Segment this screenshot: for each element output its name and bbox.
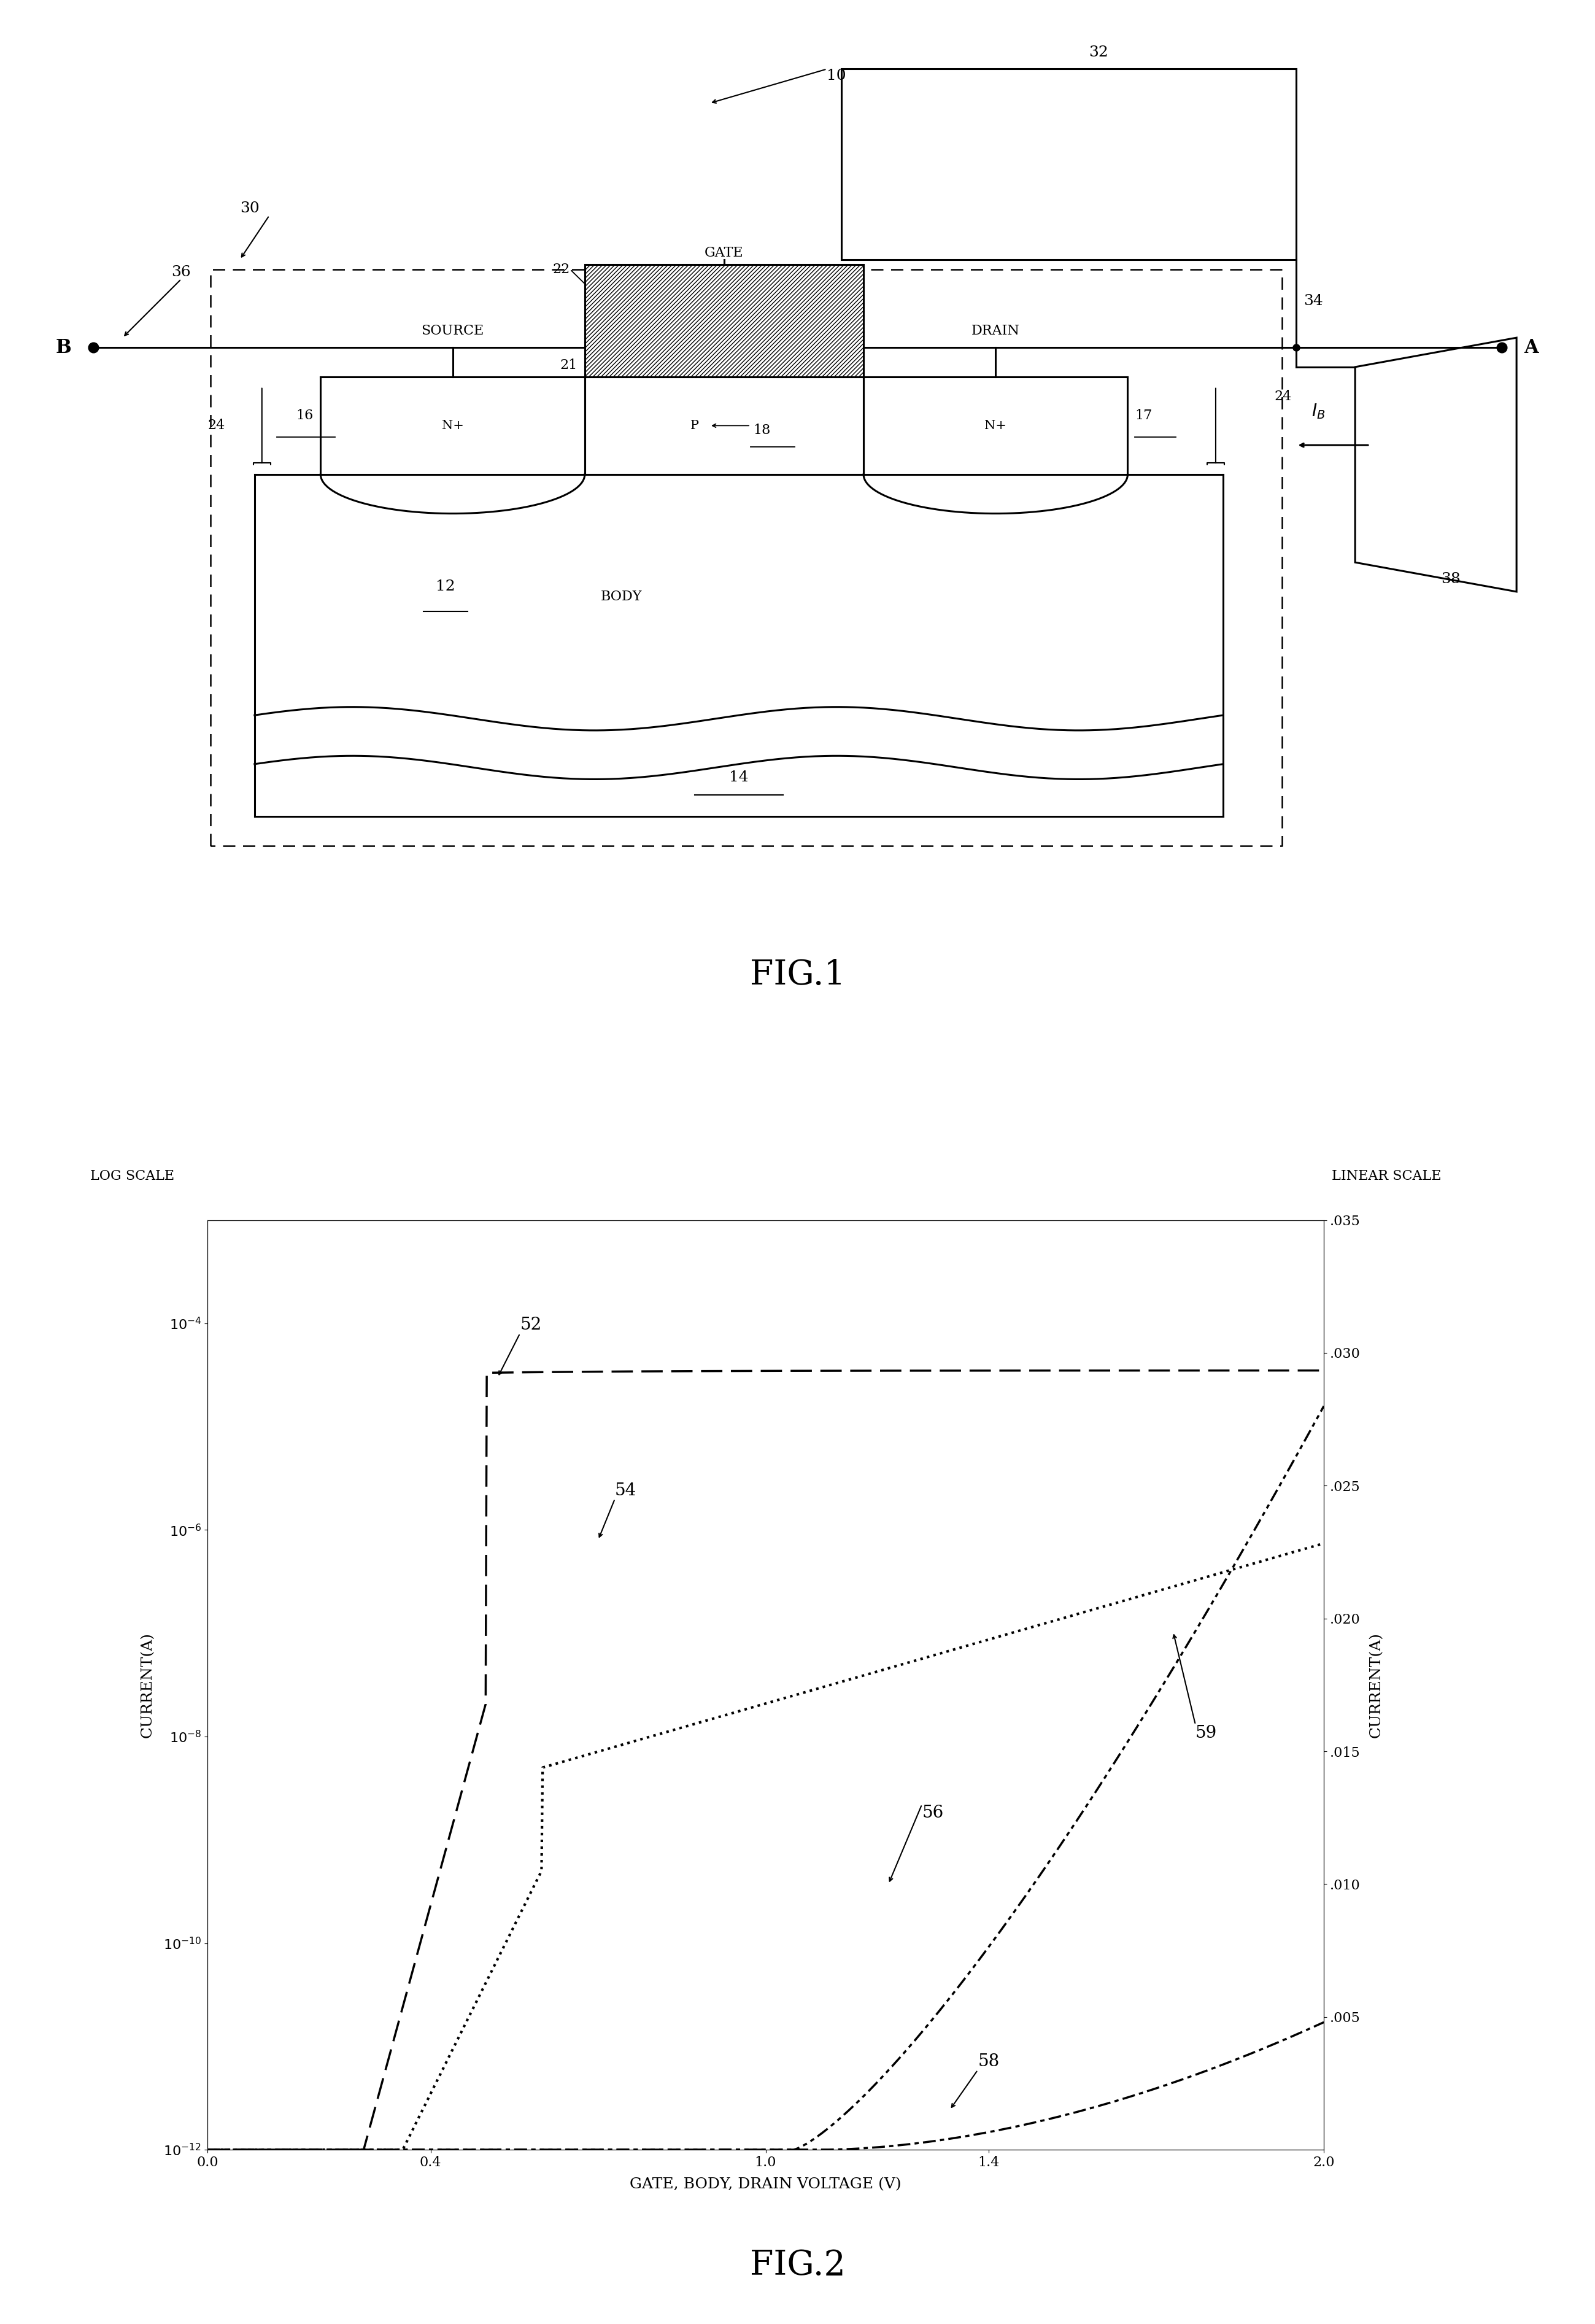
Text: FIG.2: FIG.2	[750, 2250, 845, 2282]
Text: 12: 12	[435, 579, 455, 595]
Text: 22: 22	[553, 263, 569, 277]
Text: 24: 24	[207, 418, 225, 432]
Bar	[585, 265, 863, 376]
Text: SOURCE: SOURCE	[421, 323, 483, 337]
Y-axis label: CURRENT(A): CURRENT(A)	[1369, 1631, 1383, 1738]
Text: 30: 30	[239, 202, 260, 216]
Text: 54: 54	[616, 1483, 636, 1499]
Text: 24: 24	[1274, 390, 1292, 402]
Bar	[585, 265, 863, 376]
Text: 58: 58	[978, 2054, 1000, 2071]
Text: N+: N+	[442, 421, 464, 432]
Y-axis label: CURRENT(A): CURRENT(A)	[140, 1631, 155, 1738]
Text: DRAIN: DRAIN	[971, 323, 1019, 337]
Text: $I_B$: $I_B$	[1311, 402, 1325, 421]
Text: LINEAR SCALE: LINEAR SCALE	[1332, 1169, 1442, 1183]
Text: 14: 14	[729, 769, 748, 786]
Text: 21: 21	[560, 358, 577, 372]
Text: BODY: BODY	[601, 590, 643, 604]
Text: 18: 18	[753, 423, 770, 437]
Text: 52: 52	[520, 1318, 542, 1334]
Text: B: B	[56, 337, 72, 358]
Text: FIG.1: FIG.1	[750, 957, 845, 992]
Text: 17: 17	[1136, 409, 1152, 423]
Text: 36: 36	[171, 265, 191, 279]
Text: 56: 56	[922, 1803, 944, 1822]
X-axis label: GATE, BODY, DRAIN VOLTAGE (V): GATE, BODY, DRAIN VOLTAGE (V)	[630, 2178, 901, 2192]
Text: 38: 38	[1440, 572, 1461, 586]
Text: A: A	[1523, 337, 1538, 358]
Bar	[842, 70, 1297, 260]
Text: 10: 10	[826, 70, 847, 84]
Text: LOG SCALE: LOG SCALE	[91, 1169, 174, 1183]
Text: GATE: GATE	[705, 246, 743, 260]
Text: 32: 32	[1088, 44, 1109, 60]
Text: 34: 34	[1303, 295, 1324, 309]
Text: P: P	[691, 421, 699, 432]
Text: 59: 59	[1196, 1724, 1217, 1741]
Text: 16: 16	[297, 409, 313, 423]
Text: N+: N+	[984, 421, 1006, 432]
